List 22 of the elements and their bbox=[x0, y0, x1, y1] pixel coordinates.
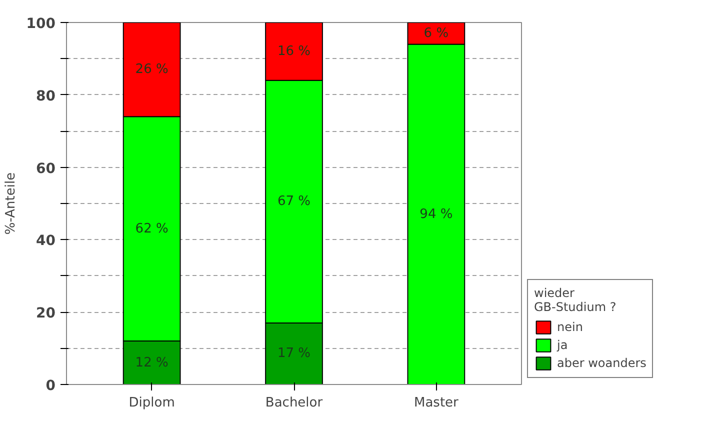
y-tick-label: 60 bbox=[36, 160, 56, 177]
data-label: 26 % bbox=[135, 62, 168, 78]
data-label: 62 % bbox=[135, 221, 168, 236]
x-tick-label: Master bbox=[414, 396, 460, 410]
data-label: 67 % bbox=[277, 194, 311, 210]
legend-label: nein bbox=[557, 319, 583, 335]
y-tick-label: 40 bbox=[36, 233, 56, 250]
x-tick-label: Diplom bbox=[128, 396, 175, 410]
legend-label: ja bbox=[557, 337, 569, 353]
data-label: 94 % bbox=[420, 206, 453, 222]
y-tick-label: 20 bbox=[36, 306, 56, 322]
y-tick-label: 80 bbox=[36, 88, 56, 104]
data-label: 6 % bbox=[424, 26, 449, 41]
legend-title: wieder GB-Studium ? bbox=[534, 286, 618, 314]
legend-label: aber woanders bbox=[557, 355, 646, 371]
data-label: 12 % bbox=[135, 355, 168, 370]
data-label: 17 % bbox=[277, 346, 311, 362]
x-tick-label: Bachelor bbox=[265, 396, 324, 410]
y-axis-title: %-Anteile bbox=[3, 172, 18, 235]
y-tick-label: 0 bbox=[46, 378, 56, 394]
data-label: 16 % bbox=[277, 44, 311, 59]
y-tick-label: 100 bbox=[26, 16, 56, 32]
